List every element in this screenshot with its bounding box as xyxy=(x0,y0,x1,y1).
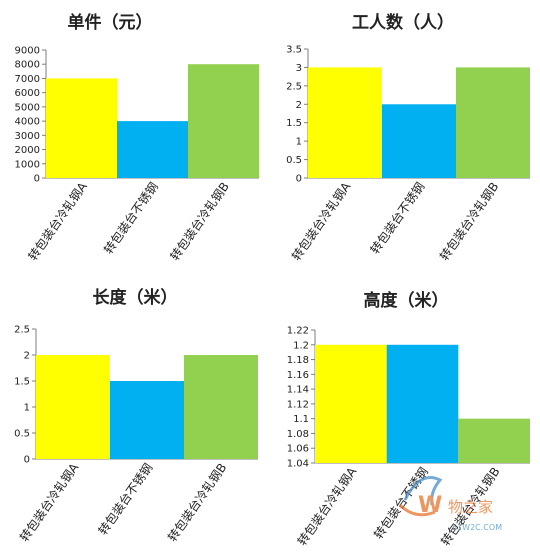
chart-panel-1: 单件（元） 0 1000 2000 3000 4000 5000 6000 7000 8000 90… xyxy=(15,12,259,263)
bar-2 xyxy=(382,104,456,178)
chart-title: 高度（米） xyxy=(364,290,449,311)
bar-1 xyxy=(36,355,110,459)
chart-title: 长度（米） xyxy=(93,287,178,308)
bar-2 xyxy=(386,344,459,463)
x-category-label: 转包装台不锈钢 xyxy=(95,460,155,537)
y-tick-label: 1.16 xyxy=(287,370,309,381)
chart-panel-3: 长度（米） 0 0.5 1 1.5 2 2.5 转包装台冷轧钢A 转包装台不锈钢 转包装台冷轧钢B xyxy=(14,287,258,544)
y-tick-label: 9000 xyxy=(15,46,40,57)
x-category-label: 转包装台冷轧钢B xyxy=(167,179,232,263)
watermark-w-letter: W xyxy=(418,493,442,518)
y-tick-label: 0 xyxy=(296,174,302,185)
y-tick-label: 0 xyxy=(24,455,30,466)
watermark-w-icon: W xyxy=(398,476,443,518)
x-category-label: 转包装台冷轧钢A xyxy=(25,178,91,263)
y-tick-label: 1 xyxy=(24,403,30,414)
y-tick-label: 1.22 xyxy=(287,326,309,337)
y-tick-label: 2000 xyxy=(15,145,40,156)
y-tick-label: 2 xyxy=(24,351,30,362)
chart-panel-2: 工人数（人） 0 0.5 1 1.5 2 2.5 3 3.5 转包装台冷轧钢A 转包装台不锈钢 转包装… xyxy=(286,12,530,263)
y-tick-label: 4000 xyxy=(15,117,40,128)
y-tick-label: 1 xyxy=(296,137,302,148)
y-tick-label: 7000 xyxy=(15,74,40,85)
chart-panel-4: 高度（米） 1.04 1.06 1.08 1.1 1.12 1.14 1.16 1.18 1.2 1… xyxy=(287,290,530,548)
y-tick-label: 1.2 xyxy=(293,340,309,351)
bar-1 xyxy=(315,344,387,463)
y-tick-label: 1.18 xyxy=(287,355,309,366)
y-tick-label: 3 xyxy=(296,63,302,74)
y-tick-label: 1.04 xyxy=(287,459,309,470)
x-category-label: 转包装台冷轧钢B xyxy=(436,179,501,263)
y-tick-label: 1.5 xyxy=(14,377,30,388)
y-tick-label: 5000 xyxy=(15,102,40,113)
charts-group: 单件（元） 0 1000 2000 3000 4000 5000 6000 7000 8000 90… xyxy=(14,12,530,548)
watermark-logo: W 物之家 51W2C.COM xyxy=(398,476,502,532)
y-tick-label: 2.5 xyxy=(286,81,302,92)
y-tick-label: 1.1 xyxy=(293,414,309,425)
bar-3 xyxy=(456,67,530,178)
x-category-label: 转包装台不锈钢 xyxy=(100,179,160,256)
y-tick-label: 1.14 xyxy=(287,385,309,396)
bar-3 xyxy=(188,64,259,178)
y-tick-label: 1.5 xyxy=(286,118,302,129)
y-tick-label: 3.5 xyxy=(286,45,302,56)
y-tick-label: 0 xyxy=(34,174,40,185)
y-tick-label: 6000 xyxy=(15,88,40,99)
bar-1 xyxy=(308,67,382,178)
watermark-text: 物之家 xyxy=(448,498,493,516)
bar-2 xyxy=(110,381,184,459)
bar-1 xyxy=(46,78,117,178)
y-tick-label: 8000 xyxy=(15,60,40,71)
chart-title: 单件（元） xyxy=(68,12,153,33)
y-tick-label: 1000 xyxy=(15,159,40,170)
bar-3 xyxy=(184,355,258,459)
y-tick-label: 1.12 xyxy=(287,399,309,410)
y-tick-label: 2 xyxy=(296,100,302,111)
y-tick-label: 1.06 xyxy=(287,444,309,455)
y-tick-label: 3000 xyxy=(15,131,40,142)
chart-title: 工人数（人） xyxy=(352,12,454,33)
bar-3 xyxy=(458,418,530,463)
y-tick-label: 2.5 xyxy=(14,325,30,336)
y-tick-label: 0.5 xyxy=(14,429,30,440)
y-tick-label: 0.5 xyxy=(286,155,302,166)
x-category-label: 转包装台不锈钢 xyxy=(367,179,427,256)
x-category-label: 转包装台冷轧钢A xyxy=(294,463,360,548)
x-category-label: 转包装台冷轧钢A xyxy=(16,459,82,544)
x-category-label: 转包装台冷轧钢B xyxy=(164,460,229,544)
x-category-label: 转包装台冷轧钢A xyxy=(288,178,354,263)
watermark-url: 51W2C.COM xyxy=(452,523,502,532)
bar-2 xyxy=(117,121,188,178)
y-tick-label: 1.08 xyxy=(287,429,309,440)
